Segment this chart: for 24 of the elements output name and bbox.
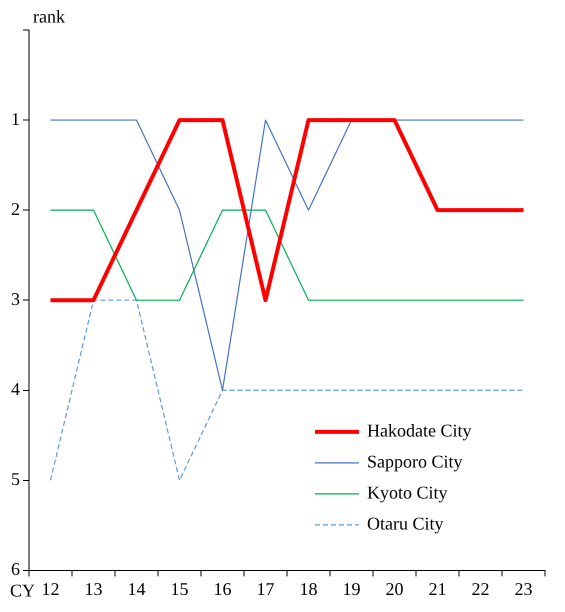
legend-label: Otaru City — [367, 514, 444, 534]
x-tick-label: 23 — [514, 578, 532, 599]
x-tick-label: 12 — [42, 578, 60, 599]
x-tick-label: 22 — [472, 578, 490, 599]
x-tick-label: 21 — [428, 578, 446, 599]
y-axis-title: rank — [33, 6, 65, 27]
x-tick-label: 13 — [84, 578, 102, 599]
x-tick-label: 15 — [170, 578, 188, 599]
legend-label: Sapporo City — [367, 452, 463, 472]
y-tick-label: 1 — [11, 108, 20, 129]
x-tick-label: 20 — [386, 578, 404, 599]
y-tick-label: 2 — [11, 198, 20, 219]
y-tick-label: 3 — [11, 288, 20, 309]
x-tick-label: 16 — [214, 578, 232, 599]
y-tick-label: 5 — [11, 469, 20, 490]
x-tick-label: 14 — [128, 578, 146, 599]
x-tick-label: 19 — [342, 578, 360, 599]
x-axis-title: CY — [10, 580, 36, 601]
legend-label: Hakodate City — [367, 420, 472, 441]
x-tick-label: 18 — [300, 578, 318, 599]
y-tick-label: 6 — [11, 559, 20, 580]
x-tick-label: 17 — [256, 578, 274, 599]
legend-label: Kyoto City — [367, 482, 448, 503]
y-tick-label: 4 — [11, 379, 20, 399]
